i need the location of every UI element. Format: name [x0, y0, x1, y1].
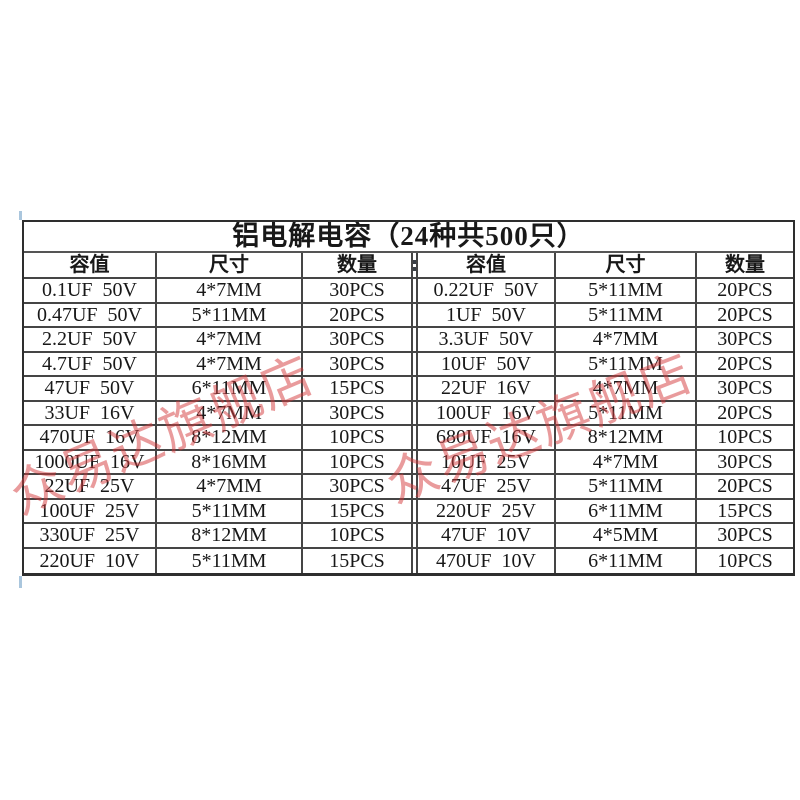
- cell-left-capacitance: 4.7UF 50V: [24, 352, 157, 377]
- column-header-right-capacitance: 容值: [418, 253, 556, 279]
- cell-left-size: 5*11MM: [157, 548, 303, 573]
- column-header-left-size: 尺寸: [157, 253, 303, 279]
- cell-left-capacitance: 2.2UF 50V: [24, 328, 157, 353]
- cell-left-quantity: 10PCS: [303, 524, 413, 549]
- cell-right-quantity: 30PCS: [697, 524, 793, 549]
- column-header-left-quantity: 数量: [303, 253, 413, 279]
- cell-right-quantity: 20PCS: [697, 304, 793, 328]
- cell-left-size: 8*16MM: [157, 450, 303, 475]
- cell-left-capacitance: 47UF 50V: [24, 377, 157, 402]
- divider-dots: [413, 253, 416, 277]
- left-guide-mark-top: [19, 211, 22, 220]
- cell-right-quantity: 30PCS: [697, 377, 793, 402]
- cell-right-size: 5*11MM: [556, 401, 697, 426]
- divider-cell: [413, 401, 418, 426]
- cell-right-size: 5*11MM: [556, 303, 697, 328]
- cell-right-capacitance: 10UF 50V: [418, 352, 556, 377]
- column-header-right-quantity: 数量: [697, 253, 793, 279]
- cell-right-capacitance: 1UF 50V: [418, 303, 556, 328]
- cell-right-quantity: 15PCS: [697, 500, 793, 524]
- cell-right-size: 4*7MM: [556, 377, 697, 402]
- cell-right-size: 8*12MM: [556, 426, 697, 451]
- divider-cell: [413, 426, 418, 451]
- cell-right-size: 6*11MM: [556, 499, 697, 524]
- cell-right-capacitance: 220UF 25V: [418, 499, 556, 524]
- cell-right-size: 4*7MM: [556, 450, 697, 475]
- cell-right-quantity: 20PCS: [697, 353, 793, 377]
- cell-left-capacitance: 470UF 16V: [24, 426, 157, 451]
- divider-cell: [413, 450, 418, 475]
- cell-left-quantity: 30PCS: [303, 328, 413, 353]
- cell-left-quantity: 30PCS: [303, 401, 413, 426]
- cell-right-size: 5*11MM: [556, 352, 697, 377]
- cell-right-capacitance: 3.3UF 50V: [418, 328, 556, 353]
- cell-right-capacitance: 10UF 25V: [418, 450, 556, 475]
- cell-left-capacitance: 0.47UF 50V: [24, 303, 157, 328]
- cell-left-size: 5*11MM: [157, 303, 303, 328]
- column-header-right-size: 尺寸: [556, 253, 697, 279]
- cell-left-capacitance: 33UF 16V: [24, 401, 157, 426]
- divider-cell: [413, 303, 418, 328]
- cell-right-capacitance: 100UF 16V: [418, 401, 556, 426]
- cell-left-size: 4*7MM: [157, 352, 303, 377]
- cell-right-capacitance: 47UF 25V: [418, 475, 556, 500]
- cell-left-size: 8*12MM: [157, 426, 303, 451]
- cell-left-quantity: 15PCS: [303, 548, 413, 573]
- cell-right-quantity: 20PCS: [697, 279, 793, 304]
- divider-cell: [413, 328, 418, 353]
- capacitor-spec-table: 铝电解电容（24种共500只） 容值 尺寸 数量 容值 尺寸 数量 0.1UF 50V 4*7…: [22, 220, 795, 576]
- divider-cell: [413, 524, 418, 549]
- cell-left-capacitance: 100UF 25V: [24, 499, 157, 524]
- left-guide-mark-bottom: [19, 576, 22, 588]
- cell-right-capacitance: 0.22UF 50V: [418, 279, 556, 304]
- cell-right-quantity: 10PCS: [697, 426, 793, 451]
- cell-left-capacitance: 22UF 25V: [24, 475, 157, 500]
- cell-right-capacitance: 47UF 10V: [418, 524, 556, 549]
- cell-right-size: 5*11MM: [556, 279, 697, 304]
- cell-left-size: 8*12MM: [157, 524, 303, 549]
- cell-right-capacitance: 22UF 16V: [418, 377, 556, 402]
- cell-left-capacitance: 220UF 10V: [24, 548, 157, 573]
- cell-left-capacitance: 1000UF 16V: [24, 450, 157, 475]
- divider-cell: [413, 352, 418, 377]
- cell-left-size: 4*7MM: [157, 279, 303, 304]
- cell-right-quantity: 30PCS: [697, 451, 793, 475]
- cell-right-size: 6*11MM: [556, 548, 697, 573]
- cell-left-quantity: 30PCS: [303, 352, 413, 377]
- cell-right-quantity: 20PCS: [697, 475, 793, 500]
- divider-cell: [413, 253, 418, 279]
- column-header-left-capacitance: 容值: [24, 253, 157, 279]
- cell-left-size: 4*7MM: [157, 328, 303, 353]
- divider-cell: [413, 499, 418, 524]
- cell-left-quantity: 20PCS: [303, 303, 413, 328]
- cell-left-capacitance: 0.1UF 50V: [24, 279, 157, 304]
- cell-right-size: 5*11MM: [556, 475, 697, 500]
- divider-cell: [413, 475, 418, 500]
- cell-right-quantity: 10PCS: [717, 549, 773, 572]
- cell-left-quantity: 15PCS: [303, 499, 413, 524]
- divider-cell: [413, 279, 418, 304]
- cell-left-size: 5*11MM: [157, 499, 303, 524]
- cell-left-size: 6*11MM: [157, 377, 303, 402]
- cell-left-quantity: 30PCS: [303, 279, 413, 304]
- cell-left-quantity: 10PCS: [303, 426, 413, 451]
- cell-right-capacitance: 680UF 16V: [418, 426, 556, 451]
- cell-left-size: 4*7MM: [157, 475, 303, 500]
- cell-left-quantity: 30PCS: [303, 475, 413, 500]
- cell-right-size: 4*7MM: [556, 328, 697, 353]
- cell-left-quantity: 10PCS: [303, 450, 413, 475]
- cell-right-size: 4*5MM: [556, 524, 697, 549]
- cell-right-capacitance: 470UF 10V: [418, 548, 556, 573]
- cell-left-capacitance: 330UF 25V: [24, 524, 157, 549]
- cell-left-size: 4*7MM: [157, 401, 303, 426]
- cell-left-quantity: 15PCS: [303, 377, 413, 402]
- divider-cell: [413, 548, 418, 573]
- divider-cell: [413, 377, 418, 402]
- cell-right-quantity: 30PCS: [697, 328, 793, 353]
- cell-right-quantity: 20PCS: [697, 402, 793, 426]
- table-title: 铝电解电容（24种共500只）: [24, 222, 793, 253]
